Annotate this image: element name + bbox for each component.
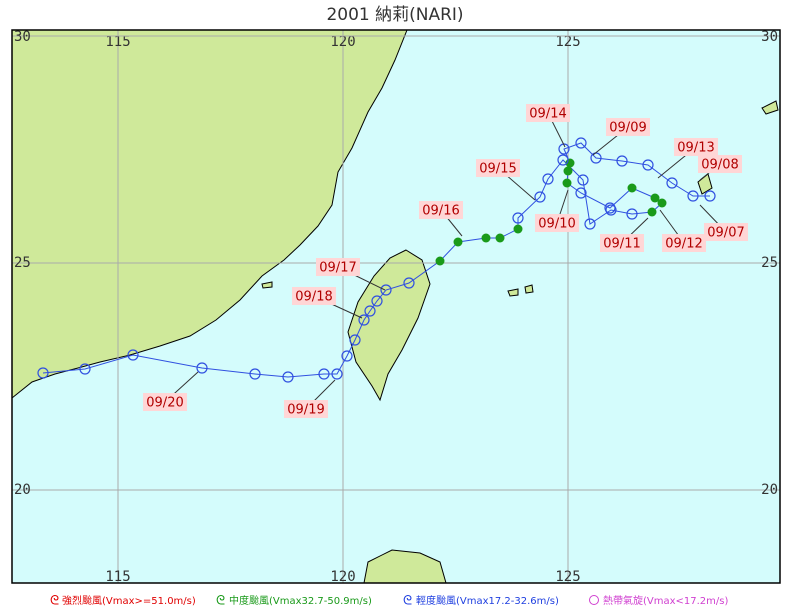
lon-label: 115	[105, 34, 130, 50]
track-point	[481, 233, 491, 243]
track-point	[79, 363, 91, 375]
lon-label: 115	[105, 569, 130, 585]
legend: ᘓ 強烈颱風(Vmax>=51.0m/s) ᘓ 中度颱風(Vmax32.7-50…	[50, 594, 728, 609]
lat-label: 20	[761, 482, 778, 498]
legend-icon	[589, 595, 599, 605]
track-point	[403, 277, 415, 289]
lat-label: 25	[14, 255, 31, 271]
legend-icon: ᘓ	[50, 594, 59, 609]
track-point	[704, 190, 716, 202]
track-point	[358, 314, 370, 326]
track-point	[562, 178, 572, 188]
date-label: 09/13	[677, 141, 714, 156]
label-box	[476, 159, 520, 177]
track-point	[534, 191, 546, 203]
lat-label: 20	[14, 482, 31, 498]
label-box	[143, 393, 187, 411]
legend-item: 輕度颱風(Vmax17.2-32.6m/s)	[416, 594, 559, 607]
label-box	[704, 223, 748, 241]
date-label: 09/11	[603, 237, 640, 252]
track-point	[435, 256, 445, 266]
label-box	[698, 155, 742, 173]
track-point	[371, 295, 383, 307]
track-point	[349, 334, 361, 346]
legend-item: 中度颱風(Vmax32.7-50.9m/s)	[229, 594, 372, 607]
track-point	[331, 368, 343, 380]
track-point	[627, 183, 637, 193]
label-box	[535, 214, 579, 232]
lon-label: 120	[330, 569, 355, 585]
date-label: 09/17	[319, 261, 356, 276]
lat-label: 30	[14, 29, 31, 45]
track-point	[605, 204, 617, 216]
track-point	[364, 305, 376, 317]
track-point	[513, 224, 523, 234]
track-point	[647, 207, 657, 217]
track-point	[563, 166, 573, 176]
track-point	[616, 155, 628, 167]
date-label: 09/14	[529, 107, 566, 122]
track-point	[575, 187, 587, 199]
legend-item: 強烈颱風(Vmax>=51.0m/s)	[62, 594, 196, 607]
track-point	[512, 212, 524, 224]
track-point	[557, 154, 569, 166]
track-point	[495, 233, 505, 243]
date-label: 09/19	[287, 403, 324, 418]
label-box	[600, 234, 644, 252]
map-title: 2001 納莉(NARI)	[326, 5, 463, 25]
legend-item: 熱帶氣旋(Vmax<17.2m/s)	[603, 594, 728, 607]
track-point	[37, 367, 49, 379]
date-label: 09/18	[295, 290, 332, 305]
track-point	[318, 368, 330, 380]
date-label: 09/09	[609, 121, 646, 136]
lat-label: 25	[761, 255, 778, 271]
track-point	[127, 349, 139, 361]
date-label: 09/07	[707, 226, 744, 241]
track-point	[196, 362, 208, 374]
graticule: 115 115 120 120 125 125 30 30 25 25 20 20	[12, 29, 780, 585]
track-point	[650, 193, 660, 203]
map-frame	[11, 29, 781, 584]
track-point	[575, 137, 587, 149]
label-box	[316, 258, 360, 276]
label-box	[662, 234, 706, 252]
label-box	[419, 201, 463, 219]
track-point	[687, 190, 699, 202]
track-point	[666, 177, 678, 189]
track-point	[249, 368, 261, 380]
track-point	[657, 198, 667, 208]
track-point	[642, 159, 654, 171]
date-label: 09/16	[422, 204, 459, 219]
lon-label: 125	[555, 34, 580, 50]
track-point	[282, 371, 294, 383]
track-point	[542, 173, 554, 185]
track-point	[577, 174, 589, 186]
label-box	[526, 104, 570, 122]
legend-icon: ᘓ	[216, 594, 225, 609]
lon-label: 125	[555, 569, 580, 585]
date-label: 09/10	[538, 217, 575, 232]
date-label: 09/20	[146, 396, 183, 411]
label-box	[674, 138, 718, 156]
track-point	[341, 350, 353, 362]
date-labels: 09/14 09/09 09/13 09/08 09/15 09/10 09/07 09/16…	[143, 104, 748, 418]
date-label: 09/15	[479, 162, 516, 177]
track-point	[626, 208, 638, 220]
track-point	[453, 237, 463, 247]
date-label: 09/12	[665, 237, 702, 252]
label-box	[606, 118, 650, 136]
lon-label: 120	[330, 34, 355, 50]
legend-icon: ᘓ	[403, 594, 412, 609]
lat-label: 30	[761, 29, 778, 45]
date-label: 09/08	[701, 158, 738, 173]
track-point	[584, 218, 596, 230]
track-point	[380, 284, 392, 296]
label-box	[284, 400, 328, 418]
label-box	[292, 287, 336, 305]
